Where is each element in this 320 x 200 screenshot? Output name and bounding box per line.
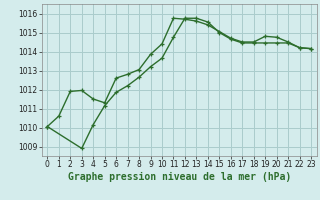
X-axis label: Graphe pression niveau de la mer (hPa): Graphe pression niveau de la mer (hPa) [68, 172, 291, 182]
